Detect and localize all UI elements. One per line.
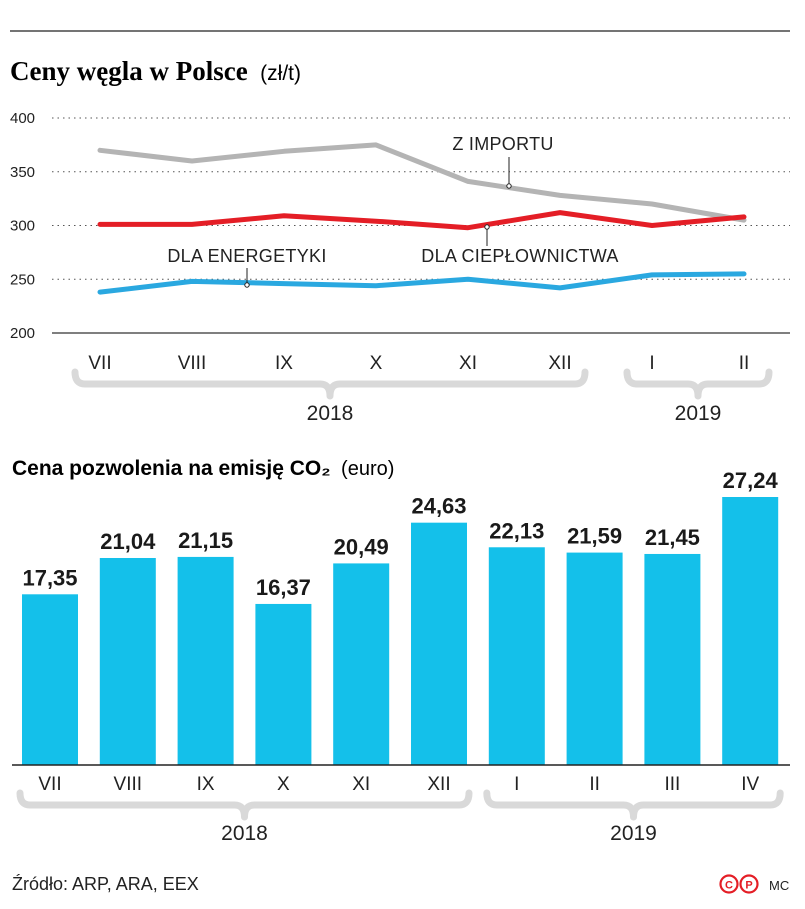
year-label: 2018: [221, 822, 268, 845]
year-bracket: [623, 368, 773, 400]
line-chart-unit: (zł/t): [260, 62, 301, 85]
y-tick-label: 300: [10, 218, 35, 235]
x-tick-label: XII: [548, 353, 571, 374]
bar: [99, 557, 156, 765]
bar-value-label: 21,15: [178, 528, 233, 553]
x-tick-label: VIII: [178, 353, 207, 374]
x-tick-label: VII: [88, 353, 111, 374]
line-chart-title: Ceny węgla w Polsce: [10, 56, 248, 86]
x-tick-label: XII: [427, 774, 450, 795]
bar-value-label: 24,63: [411, 494, 466, 519]
year-bracket: [71, 368, 589, 400]
year-label: 2019: [610, 822, 657, 845]
bar-chart-unit: (euro): [341, 458, 394, 480]
x-tick-label: III: [664, 774, 680, 795]
bar: [722, 497, 779, 765]
x-tick-label: II: [739, 353, 750, 374]
series-label-import: Z IMPORTU: [452, 134, 553, 154]
x-tick-label: VII: [38, 774, 61, 795]
x-tick-label: II: [589, 774, 600, 795]
x-tick-label: IX: [275, 353, 293, 374]
year-bracket: [483, 789, 784, 821]
y-tick-label: 350: [10, 164, 35, 181]
leader-dot-heating: [484, 224, 490, 230]
year-label: 2018: [307, 402, 354, 425]
bar: [488, 547, 545, 765]
series-line-import: [97, 142, 747, 223]
x-tick-label: X: [370, 353, 383, 374]
bar: [255, 603, 312, 765]
bar-chart-title-group: Cena pozwolenia na emisję CO₂ (euro): [12, 457, 394, 480]
x-tick-label: VIII: [114, 774, 143, 795]
series-label-energy: DLA ENERGETYKI: [167, 246, 326, 266]
bar-value-label: 20,49: [334, 534, 389, 559]
bar: [411, 522, 467, 765]
bar-value-label: 27,24: [723, 468, 779, 493]
series-label-heating: DLA CIEPŁOWNICTWA: [421, 246, 618, 266]
bar: [644, 553, 701, 765]
bar-value-label: 17,35: [22, 565, 77, 590]
x-tick-label: I: [514, 774, 519, 795]
x-tick-label: XI: [352, 774, 370, 795]
bar-chart-title: Cena pozwolenia na emisję CO₂: [12, 457, 331, 480]
x-tick-label: IX: [197, 774, 215, 795]
publisher-logo: C P: [719, 874, 759, 894]
bar-value-label: 22,13: [489, 518, 544, 543]
x-tick-label: IV: [741, 774, 759, 795]
bar: [22, 594, 78, 765]
logo-letter-c: C: [725, 880, 733, 892]
logo-letter-p: P: [745, 880, 752, 892]
line-chart-title-group: Ceny węgla w Polsce (zł/t): [10, 56, 301, 86]
y-tick-label: 250: [10, 271, 35, 288]
leader-dot-energy: [244, 282, 250, 288]
logo-circle-c: [719, 874, 739, 894]
bar: [566, 552, 623, 765]
leader-dot-import: [506, 183, 512, 189]
author-credit: MC: [769, 878, 789, 893]
x-tick-label: XI: [459, 353, 477, 374]
y-tick-label: 200: [10, 325, 35, 342]
year-label: 2019: [675, 402, 722, 425]
series-line-heating: [97, 210, 747, 231]
series-line-energy: [97, 271, 747, 295]
bar-chart: 17,35 VII 21,04 VIII 21,15 IX 16,37 X 20,49 XI 24,…: [12, 468, 790, 845]
bar: [177, 556, 234, 765]
x-tick-label: I: [649, 353, 654, 374]
logo-circle-p: [739, 874, 759, 894]
year-bracket: [16, 789, 473, 821]
y-tick-label: 400: [10, 110, 35, 127]
bar-value-label: 21,04: [100, 529, 156, 554]
bar: [333, 563, 390, 765]
bar-value-label: 21,59: [567, 524, 622, 549]
bar-value-label: 16,37: [256, 575, 311, 600]
source-note: Źródło: ARP, ARA, EEX: [12, 874, 199, 894]
x-tick-label: X: [277, 774, 290, 795]
bar-value-label: 21,45: [645, 525, 700, 550]
